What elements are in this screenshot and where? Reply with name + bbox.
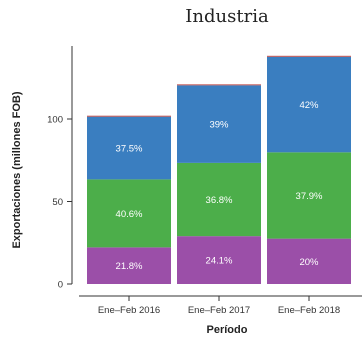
bar-segment <box>87 116 171 180</box>
x-tick-label: Ene–Feb 2017 <box>188 305 250 316</box>
bar-segment <box>87 247 171 284</box>
y-ticks-group: 0 50 100 <box>47 115 72 291</box>
x-ticks-group: Ene–Feb 2016 Ene–Feb 2017 Ene–Feb 2018 <box>98 296 340 316</box>
bar-segment <box>177 85 261 163</box>
chart-title: Industria <box>185 6 269 27</box>
bar-segment <box>267 56 351 153</box>
bar-segment <box>177 84 261 86</box>
bar-data-label: 20% <box>299 257 319 268</box>
bar-segment <box>267 238 351 284</box>
bar-segment <box>87 179 171 248</box>
bar-segment <box>177 236 261 284</box>
y-tick-label: 100 <box>47 115 63 126</box>
y-axis-label: Exportaciones (millones FOB) <box>11 91 23 248</box>
bar-segment <box>267 152 351 239</box>
x-axis-label: Período <box>207 324 248 336</box>
bar-data-label: 24.1% <box>206 256 233 267</box>
bar-data-label: 21.8% <box>116 261 143 272</box>
bar-segment <box>267 55 351 57</box>
y-tick-label: 50 <box>52 197 63 208</box>
x-tick-label: Ene–Feb 2016 <box>98 305 160 316</box>
bars-group: 21.8% 40.6% 37.5% 24.1% 36.8% 39% 20% 37.9% 42% <box>87 55 351 284</box>
bar-data-label: 37.9% <box>296 191 323 202</box>
y-tick-label: 0 <box>58 280 63 291</box>
bar-data-label: 39% <box>209 120 229 131</box>
bar-segment <box>177 162 261 237</box>
bar-segment <box>87 115 171 117</box>
bar-data-label: 37.5% <box>116 144 143 155</box>
bar-data-label: 42% <box>299 100 319 111</box>
x-tick-label: Ene–Feb 2018 <box>278 305 340 316</box>
bar-data-label: 36.8% <box>206 195 233 206</box>
bar-data-label: 40.6% <box>116 209 143 220</box>
